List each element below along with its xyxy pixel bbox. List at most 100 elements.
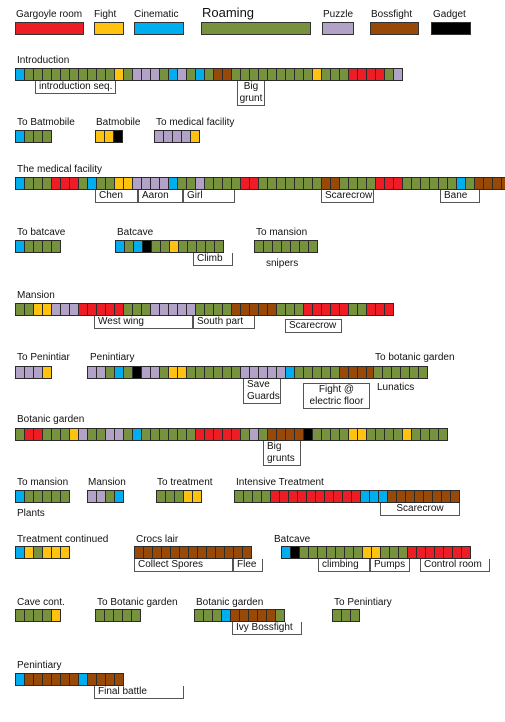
legend-swatch-puzzle (322, 22, 354, 35)
section-title-crocs-lair: Crocs lair (136, 534, 179, 545)
strip-to-botanic-2 (95, 609, 141, 622)
strip-mansion-2 (87, 490, 124, 503)
section-title-mansion-1: Mansion (17, 290, 55, 301)
strip-to-botanic-1 (373, 366, 428, 379)
fight-cell (192, 490, 202, 503)
section-title-cave-cont: Cave cont. (17, 597, 65, 608)
annotation-plants: Plants (17, 508, 45, 519)
strip-batcave-1 (115, 240, 224, 253)
section-title-botanic-1: Botanic garden (17, 414, 85, 425)
section-title-to-botanic-2: To Botanic garden (97, 597, 178, 608)
strip-botanic-1 (15, 428, 448, 441)
strip-penintiary-2 (15, 673, 124, 686)
annotation-fight-electric: Fight @ electric floor (303, 383, 370, 409)
annotation-final-battle: Final battle (94, 686, 184, 699)
annotation-flee: Flee (233, 559, 263, 572)
legend-label-cinematic: Cinematic (134, 9, 179, 20)
section-title-to-batcave: To batcave (17, 227, 66, 238)
puzzle-cell (393, 68, 403, 81)
section-title-to-mansion-1: To mansion (256, 227, 308, 238)
strip-batcave-2 (281, 546, 471, 559)
annotation-save-guards: Save Guards (243, 379, 281, 404)
annotation-climb: Climb (193, 253, 233, 266)
strip-cave-cont (15, 609, 61, 622)
section-title-botanic-2: Botanic garden (196, 597, 264, 608)
roaming-cell (51, 240, 61, 253)
legend-label-gargoyle: Gargoyle room (16, 9, 83, 20)
legend-swatch-gadget (431, 22, 471, 35)
section-title-treatment-continued: Treatment continued (17, 534, 109, 545)
roaming-cell (438, 428, 448, 441)
fight-cell (42, 366, 52, 379)
bossfight-cell (450, 490, 460, 503)
section-title-mansion-2: Mansion (88, 477, 126, 488)
gargoyle-room-cell (384, 303, 394, 316)
legend-label-puzzle: Puzzle (323, 9, 354, 20)
annotation-scarecrow-3: Scarecrow (380, 503, 460, 516)
roaming-cell (42, 130, 52, 143)
fight-cell (51, 609, 61, 622)
section-title-penintiary-2: Penintiary (17, 660, 62, 671)
section-title-to-penintiar: To Penintiar (17, 352, 70, 363)
bossfight-cell (501, 177, 505, 190)
strip-medical-facility (15, 177, 505, 190)
annotation-big-grunt: Big grunt (237, 81, 265, 106)
roaming-cell (131, 609, 141, 622)
annotation-aaron: Aaron (138, 190, 183, 203)
section-title-batmobile: Batmobile (96, 117, 141, 128)
strip-batmobile (95, 130, 123, 143)
legend-label-fight: Fight (94, 9, 117, 20)
section-title-to-penintiary: To Penintiary (334, 597, 392, 608)
gadget-cell (113, 130, 123, 143)
section-title-batcave-2: Batcave (274, 534, 311, 545)
annotation-big-grunts: Big grunts (263, 441, 301, 466)
legend-swatch-cinematic (134, 22, 184, 35)
legend-label-gadget: Gadget (433, 9, 466, 20)
strip-to-batcave (15, 240, 61, 253)
section-title-batcave-1: Batcave (117, 227, 154, 238)
roaming-cell (308, 240, 318, 253)
strip-to-penintiar (15, 366, 52, 379)
annotation-scarecrow-2: Scarecrow (285, 319, 342, 333)
legend-swatch-bossfight (370, 22, 419, 35)
strip-introduction (15, 68, 403, 81)
section-title-to-treatment: To treatment (157, 477, 213, 488)
section-title-penintiary-1: Penintiary (90, 352, 135, 363)
strip-treatment-continued (15, 546, 70, 559)
roaming-cell (275, 609, 285, 622)
section-title-medical-facility: The medical facility (17, 164, 103, 175)
gargoyle-room-cell (461, 546, 471, 559)
annotation-west-wing: West wing (94, 316, 193, 329)
strip-penintiary-1 (87, 366, 385, 379)
strip-crocs-lair (134, 546, 252, 559)
roaming-cell (418, 366, 428, 379)
annotation-ivy-bossfight: Ivy Bossfight (232, 622, 302, 635)
annotation-introduction-seq: introduction seq. (35, 81, 117, 94)
section-title-to-batmobile: To Batmobile (17, 117, 75, 128)
bossfight-cell (114, 673, 124, 686)
strip-to-mansion-1 (254, 240, 318, 253)
annotation-pumps: Pumps (370, 559, 410, 572)
annotation-snipers: snipers (266, 258, 299, 269)
annotation-chen: Chen (95, 190, 138, 203)
section-title-to-botanic-1: To botanic garden (375, 352, 455, 363)
section-title-to-medical: To medical facility (156, 117, 235, 128)
strip-to-mansion-2 (15, 490, 70, 503)
bossfight-cell (242, 546, 252, 559)
annotation-girl: Girl (183, 190, 235, 203)
strip-mansion-1 (15, 303, 394, 316)
legend-swatch-roaming (201, 22, 311, 35)
annotation-lunatics: Lunatics (377, 382, 415, 393)
strip-to-batmobile (15, 130, 52, 143)
strip-to-treatment (156, 490, 202, 503)
strip-to-penintiary (332, 609, 360, 622)
annotation-collect-spores: Collect Spores (134, 559, 233, 572)
roaming-cell (60, 490, 70, 503)
fight-cell (60, 546, 70, 559)
strip-intensive-treatment (234, 490, 460, 503)
annotation-climbing: climbing (318, 559, 370, 572)
section-title-introduction: Introduction (17, 55, 70, 66)
section-title-to-mansion-2: To mansion (17, 477, 69, 488)
annotation-control-room: Control room (420, 559, 490, 572)
legend-label-bossfight: Bossfight (371, 9, 413, 20)
